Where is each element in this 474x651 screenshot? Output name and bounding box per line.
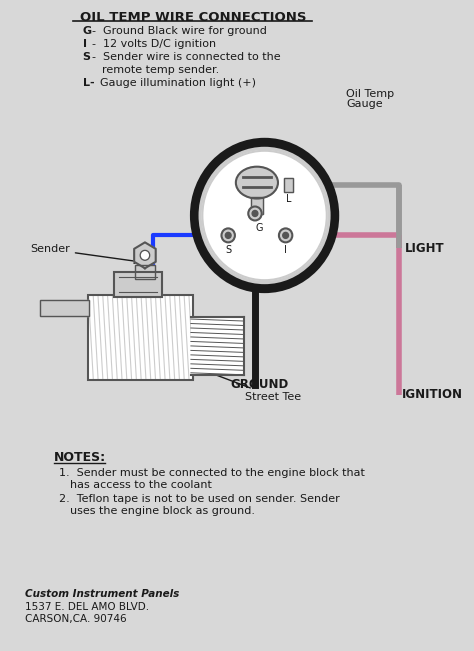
Polygon shape	[134, 242, 156, 268]
Text: 1537 E. DEL AMO BLVD.: 1537 E. DEL AMO BLVD.	[25, 602, 149, 612]
Circle shape	[221, 229, 235, 242]
Bar	[191, 317, 244, 375]
Text: 2.  Teflon tape is not to be used on sender. Sender: 2. Teflon tape is not to be used on send…	[59, 494, 339, 505]
Bar	[88, 295, 193, 380]
Bar	[284, 178, 293, 191]
Text: -  Ground Black wire for ground: - Ground Black wire for ground	[92, 26, 267, 36]
Text: Gauge illumination light (+): Gauge illumination light (+)	[100, 78, 256, 88]
Text: LIGHT: LIGHT	[405, 242, 445, 255]
Circle shape	[248, 206, 262, 221]
Text: L: L	[286, 193, 291, 204]
Text: S: S	[83, 52, 91, 62]
Bar	[136, 265, 155, 279]
Text: -  Sender wire is connected to the: - Sender wire is connected to the	[92, 52, 281, 62]
Text: S: S	[225, 245, 231, 255]
Circle shape	[283, 232, 289, 238]
Text: L-: L-	[83, 78, 94, 88]
Text: GROUND: GROUND	[231, 378, 289, 391]
Bar	[251, 197, 263, 214]
Text: Custom Instrument Panels: Custom Instrument Panels	[25, 589, 180, 599]
Text: IGNITION: IGNITION	[401, 388, 463, 401]
Bar	[114, 272, 162, 297]
Circle shape	[190, 138, 339, 293]
Circle shape	[252, 210, 258, 217]
Circle shape	[225, 232, 231, 238]
Ellipse shape	[236, 167, 278, 199]
Bar	[114, 272, 162, 297]
Bar	[88, 295, 193, 380]
Bar	[40, 300, 90, 316]
Bar	[136, 265, 155, 279]
Text: Oil Temp: Oil Temp	[346, 89, 394, 99]
Bar	[251, 197, 263, 214]
Text: remote temp sender.: remote temp sender.	[102, 65, 219, 75]
Circle shape	[202, 151, 327, 280]
Text: I: I	[83, 39, 87, 49]
Text: NOTES:: NOTES:	[54, 451, 106, 464]
Text: has access to the coolant: has access to the coolant	[70, 480, 212, 490]
Text: Sender: Sender	[30, 244, 139, 263]
Text: I: I	[284, 245, 287, 255]
Bar	[284, 178, 293, 191]
Text: G: G	[255, 223, 263, 234]
Text: -  12 volts D/C ignition: - 12 volts D/C ignition	[92, 39, 217, 49]
Bar	[40, 300, 90, 316]
Text: G: G	[83, 26, 92, 36]
Text: Street Tee: Street Tee	[206, 371, 301, 402]
Text: OIL TEMP WIRE CONNECTIONS: OIL TEMP WIRE CONNECTIONS	[80, 11, 306, 24]
Text: uses the engine block as ground.: uses the engine block as ground.	[70, 506, 255, 516]
Circle shape	[140, 251, 150, 260]
Text: CARSON,CA. 90746: CARSON,CA. 90746	[25, 614, 127, 624]
Text: 1.  Sender must be connected to the engine block that: 1. Sender must be connected to the engin…	[59, 468, 365, 478]
Text: Gauge: Gauge	[346, 99, 383, 109]
Circle shape	[199, 146, 330, 284]
Circle shape	[279, 229, 292, 242]
